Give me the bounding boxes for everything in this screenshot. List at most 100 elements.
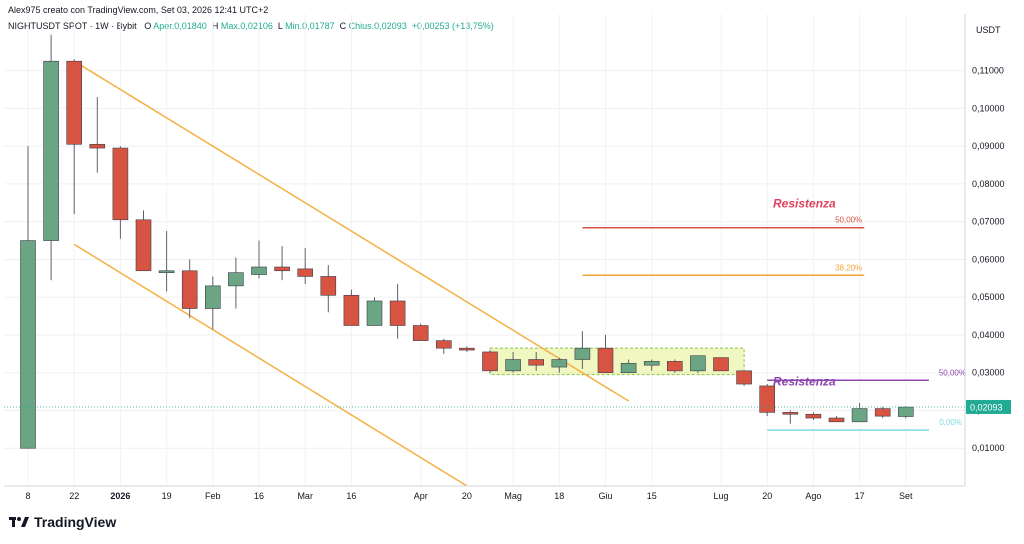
candle bbox=[851, 402, 868, 423]
x-tick-label: Mag bbox=[504, 491, 522, 501]
candle bbox=[482, 350, 498, 373]
axes: USDT0,010000,020000,030000,040000,050000… bbox=[4, 14, 1011, 501]
candle bbox=[112, 146, 129, 239]
candle-body bbox=[158, 270, 175, 273]
candle-body bbox=[66, 60, 82, 145]
y-tick-label: 0,08000 bbox=[972, 179, 1005, 189]
candle bbox=[435, 338, 452, 354]
candle-body bbox=[205, 285, 221, 309]
candle bbox=[389, 283, 406, 339]
candle bbox=[251, 240, 267, 279]
candle bbox=[805, 412, 822, 420]
y-tick-label: 0,01000 bbox=[972, 443, 1005, 453]
high-value: Max.0,02106 bbox=[220, 21, 273, 31]
candle-body bbox=[389, 300, 406, 326]
candle-body bbox=[459, 347, 475, 351]
x-tick-label: 16 bbox=[254, 491, 264, 501]
candles bbox=[20, 34, 914, 449]
x-tick-label: 20 bbox=[462, 491, 472, 501]
candle bbox=[89, 97, 106, 173]
ohlc-line: NIGHTUSDT SPOT · 1W · Bybit O Aper.0,018… bbox=[8, 21, 494, 31]
candle-body bbox=[897, 406, 914, 417]
x-tick-label: 22 bbox=[69, 491, 79, 501]
level-labels: 50,00% Resistenza 38,20% 50,00% Resistenza 0,… bbox=[773, 197, 966, 427]
candle bbox=[782, 410, 799, 424]
candle-body bbox=[528, 359, 545, 366]
candle-body bbox=[20, 240, 36, 449]
candle bbox=[528, 351, 545, 371]
candle bbox=[597, 334, 614, 374]
x-tick-label: 18 bbox=[554, 491, 564, 501]
candle bbox=[713, 357, 729, 372]
candle bbox=[43, 34, 59, 281]
candle-body bbox=[828, 417, 845, 423]
candle bbox=[574, 331, 591, 369]
candle bbox=[459, 346, 475, 352]
range-box bbox=[489, 347, 745, 376]
candle-body bbox=[782, 412, 799, 415]
candle-body bbox=[112, 147, 129, 221]
x-tick-label: Ago bbox=[805, 491, 821, 501]
candle-body bbox=[620, 362, 637, 374]
y-tick-label: 0,06000 bbox=[972, 254, 1005, 264]
open-value: Aper.0,01840 bbox=[153, 21, 207, 31]
candle-body bbox=[274, 266, 290, 272]
candle-body bbox=[666, 361, 683, 372]
candle bbox=[736, 370, 752, 386]
x-tick-label: Lug bbox=[713, 491, 728, 501]
candle bbox=[228, 257, 244, 309]
candle-body bbox=[89, 143, 106, 149]
candle bbox=[274, 246, 290, 281]
x-tick-label: 2026 bbox=[110, 491, 130, 501]
close-value: Chius.0,02093 bbox=[348, 21, 407, 31]
candle bbox=[66, 59, 82, 215]
annotations bbox=[73, 60, 929, 487]
symbol-label[interactable]: NIGHTUSDT SPOT · 1W · Bybit bbox=[8, 21, 137, 31]
candle bbox=[620, 359, 637, 374]
candle bbox=[135, 210, 152, 272]
author-line: Alex975 creato con TradingView.com, Set … bbox=[8, 5, 269, 15]
candle bbox=[366, 297, 383, 326]
x-tick-label: 17 bbox=[855, 491, 865, 501]
tradingview-logo-text: TradingView bbox=[34, 514, 117, 530]
resistance-tag: Resistenza bbox=[773, 197, 836, 211]
x-tick-label: 19 bbox=[162, 491, 172, 501]
candle bbox=[759, 384, 776, 417]
candle bbox=[874, 406, 891, 419]
x-tick-label: 8 bbox=[25, 491, 30, 501]
candle bbox=[551, 357, 568, 373]
candle-body bbox=[597, 347, 614, 374]
candle-body bbox=[181, 270, 198, 309]
x-tick-label: Giu bbox=[598, 491, 612, 501]
y-tick-label: 0,09000 bbox=[972, 141, 1005, 151]
y-tick-label: 0,11000 bbox=[972, 66, 1004, 76]
candle-body bbox=[759, 385, 776, 413]
candle bbox=[297, 248, 314, 284]
candle-body bbox=[251, 266, 267, 275]
candle-body bbox=[320, 276, 337, 296]
channel-line bbox=[73, 243, 468, 487]
high-label: H bbox=[211, 21, 219, 31]
candle-body bbox=[135, 219, 152, 272]
candle bbox=[505, 351, 521, 373]
y-tick-label: 0,05000 bbox=[972, 292, 1005, 302]
resistance-tag: Resistenza bbox=[773, 374, 836, 388]
change-value: +0,00253 (+13,75%) bbox=[411, 21, 494, 31]
candle-body bbox=[343, 295, 360, 326]
candle-body bbox=[713, 357, 729, 372]
candle bbox=[690, 355, 706, 373]
candle-body bbox=[574, 347, 591, 360]
candle bbox=[205, 276, 221, 330]
level-label: 50,00% bbox=[835, 216, 862, 225]
candle bbox=[158, 231, 175, 292]
tradingview-logo[interactable]: TradingView bbox=[9, 514, 116, 530]
candle bbox=[20, 146, 36, 449]
candle-body bbox=[690, 355, 706, 372]
open-label: O bbox=[144, 21, 152, 31]
x-tick-label: Apr bbox=[414, 491, 428, 501]
candle-body bbox=[43, 60, 59, 241]
last-price-tag bbox=[966, 399, 1011, 414]
level-label: 38,20% bbox=[835, 263, 862, 272]
candle-body bbox=[412, 325, 429, 341]
